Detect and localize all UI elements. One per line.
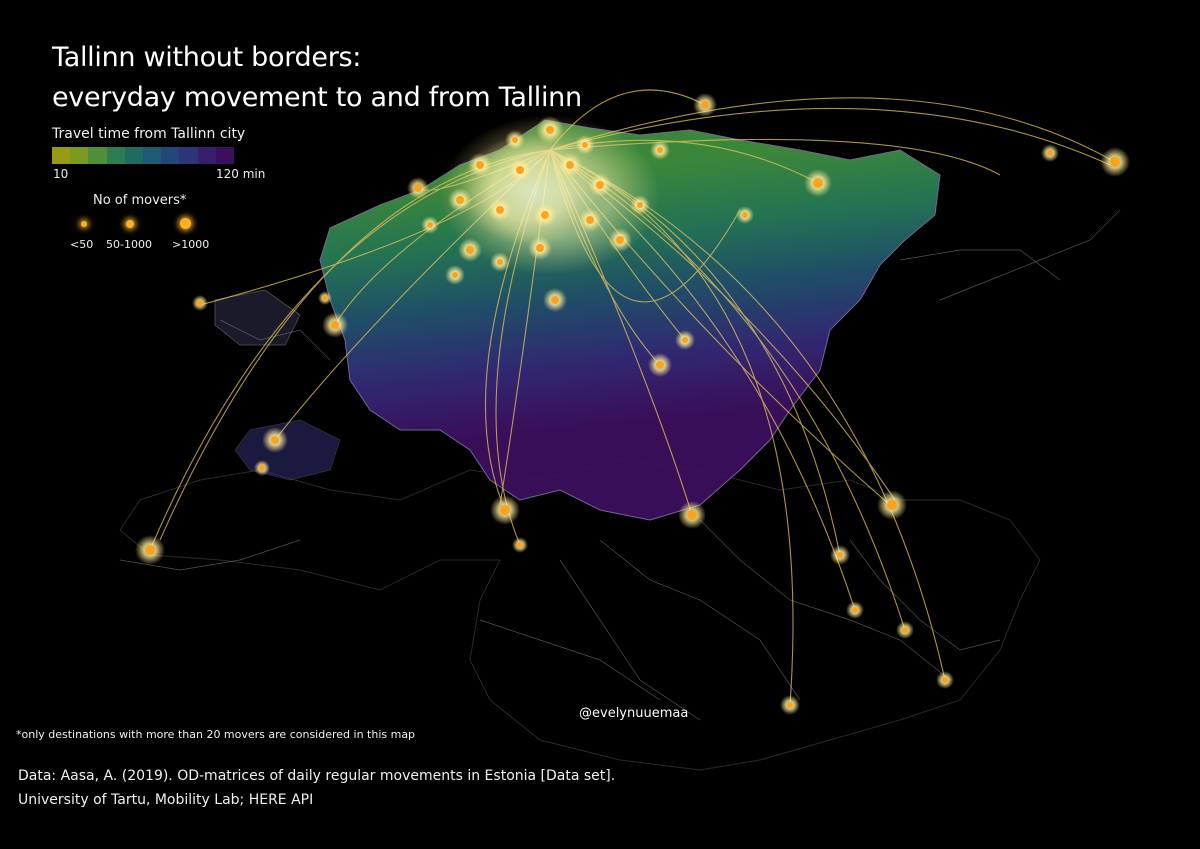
movers-small-dot xyxy=(81,221,87,227)
footnote: *only destinations with more than 20 mov… xyxy=(16,728,416,741)
travel-time-legend-title: Travel time from Tallinn city xyxy=(52,126,246,142)
map-title-line-1: Tallinn without borders: xyxy=(52,42,362,73)
core-destination-dots xyxy=(421,116,670,312)
movers-large-dot xyxy=(180,218,191,229)
road-network xyxy=(119,209,1121,721)
data-source-line-1: Data: Aasa, A. (2019). OD-matrices of da… xyxy=(18,768,616,784)
travel-time-swatch-4 xyxy=(124,147,144,164)
travel-time-swatch-3 xyxy=(106,147,125,164)
map-title-line-2: everyday movement to and from Tallinn xyxy=(52,82,582,113)
saaremaa-island xyxy=(234,419,341,481)
movers-mid-dot xyxy=(126,220,134,228)
travel-time-color-scale xyxy=(52,147,235,164)
travel-time-swatch-7 xyxy=(179,147,198,164)
hub-destinations xyxy=(135,93,1130,715)
travel-time-swatch-0 xyxy=(52,147,71,164)
movers-large-label: >1000 xyxy=(172,238,210,251)
travel-time-swatch-6 xyxy=(161,147,180,164)
movers-legend-title: No of movers* xyxy=(93,193,187,208)
hiiumaa-island xyxy=(214,289,301,346)
travel-time-max-label: 120 min xyxy=(216,167,266,181)
data-source-line-2: University of Tartu, Mobility Lab; HERE … xyxy=(18,792,314,808)
travel-time-swatch-8 xyxy=(197,147,216,164)
travel-time-swatch-1 xyxy=(70,147,89,164)
travel-time-swatch-2 xyxy=(88,147,107,164)
travel-time-swatch-9 xyxy=(215,147,235,164)
travel-time-swatch-5 xyxy=(143,147,162,164)
movers-mid-label: 50-1000 xyxy=(106,238,152,251)
travel-time-min-label: 10 xyxy=(53,167,69,181)
movers-small-label: <50 xyxy=(70,238,94,251)
author-credit: @evelynuuemaa xyxy=(579,706,689,721)
